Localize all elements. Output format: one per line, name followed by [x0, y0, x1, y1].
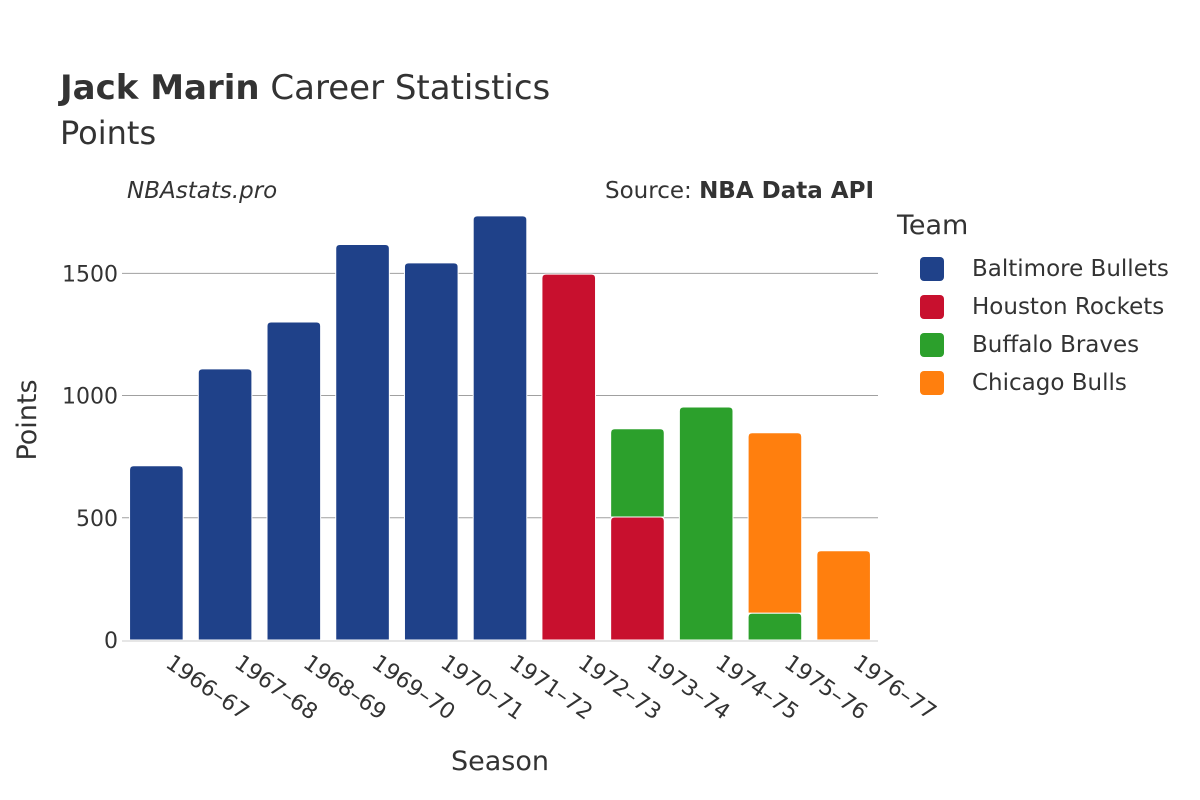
- legend-label: Buffalo Braves: [972, 332, 1140, 358]
- source-credit: Source: NBA Data API: [605, 178, 874, 204]
- bar-segment: [678, 406, 734, 641]
- legend-swatch: [920, 295, 944, 319]
- bar-segment: [610, 516, 665, 641]
- watermark: NBAstats.pro: [127, 178, 278, 204]
- bar-segment: [747, 612, 803, 641]
- source-label: Source:: [605, 178, 700, 204]
- legend-item-chicago-bulls[interactable]: Chicago Bulls: [920, 364, 1169, 402]
- bar-segment: [197, 368, 253, 641]
- legend-item-buffalo-braves[interactable]: Buffalo Braves: [920, 326, 1169, 364]
- legend-label: Baltimore Bullets: [972, 256, 1169, 282]
- legend-title: Team: [897, 210, 969, 241]
- chart-subtitle: Points: [60, 114, 157, 152]
- bar-segment: [816, 550, 871, 641]
- y-tick-label: 500: [76, 507, 118, 532]
- title-rest: Career Statistics: [270, 68, 551, 108]
- bar-segment: [335, 243, 390, 641]
- bar-segment: [747, 432, 803, 614]
- legend-swatch: [920, 371, 944, 395]
- y-axis-title: Points: [12, 379, 43, 460]
- bar-segment: [541, 273, 597, 641]
- legend-item-houston-rockets[interactable]: Houston Rockets: [920, 288, 1169, 326]
- y-tick-label: 1000: [62, 385, 118, 410]
- legend-item-baltimore-bullets[interactable]: Baltimore Bullets: [920, 250, 1169, 288]
- chart-title: Jack Marin Career Statistics: [60, 68, 550, 108]
- bar-segment: [403, 262, 459, 641]
- y-tick-label: 0: [104, 629, 118, 654]
- bar-segment: [266, 321, 322, 641]
- legend-label: Chicago Bulls: [972, 370, 1127, 396]
- legend: Baltimore Bullets Houston Rockets Buffal…: [920, 250, 1169, 402]
- bar-segment: [610, 428, 665, 518]
- bar-segment: [129, 465, 184, 641]
- bar-segment: [472, 215, 528, 641]
- x-axis-title: Season: [451, 746, 549, 777]
- legend-swatch: [920, 333, 944, 357]
- legend-label: Houston Rockets: [972, 294, 1165, 320]
- y-tick-label: 1500: [62, 262, 118, 287]
- source-value: NBA Data API: [699, 178, 874, 204]
- legend-swatch: [920, 257, 944, 281]
- title-player-name: Jack Marin: [60, 68, 260, 108]
